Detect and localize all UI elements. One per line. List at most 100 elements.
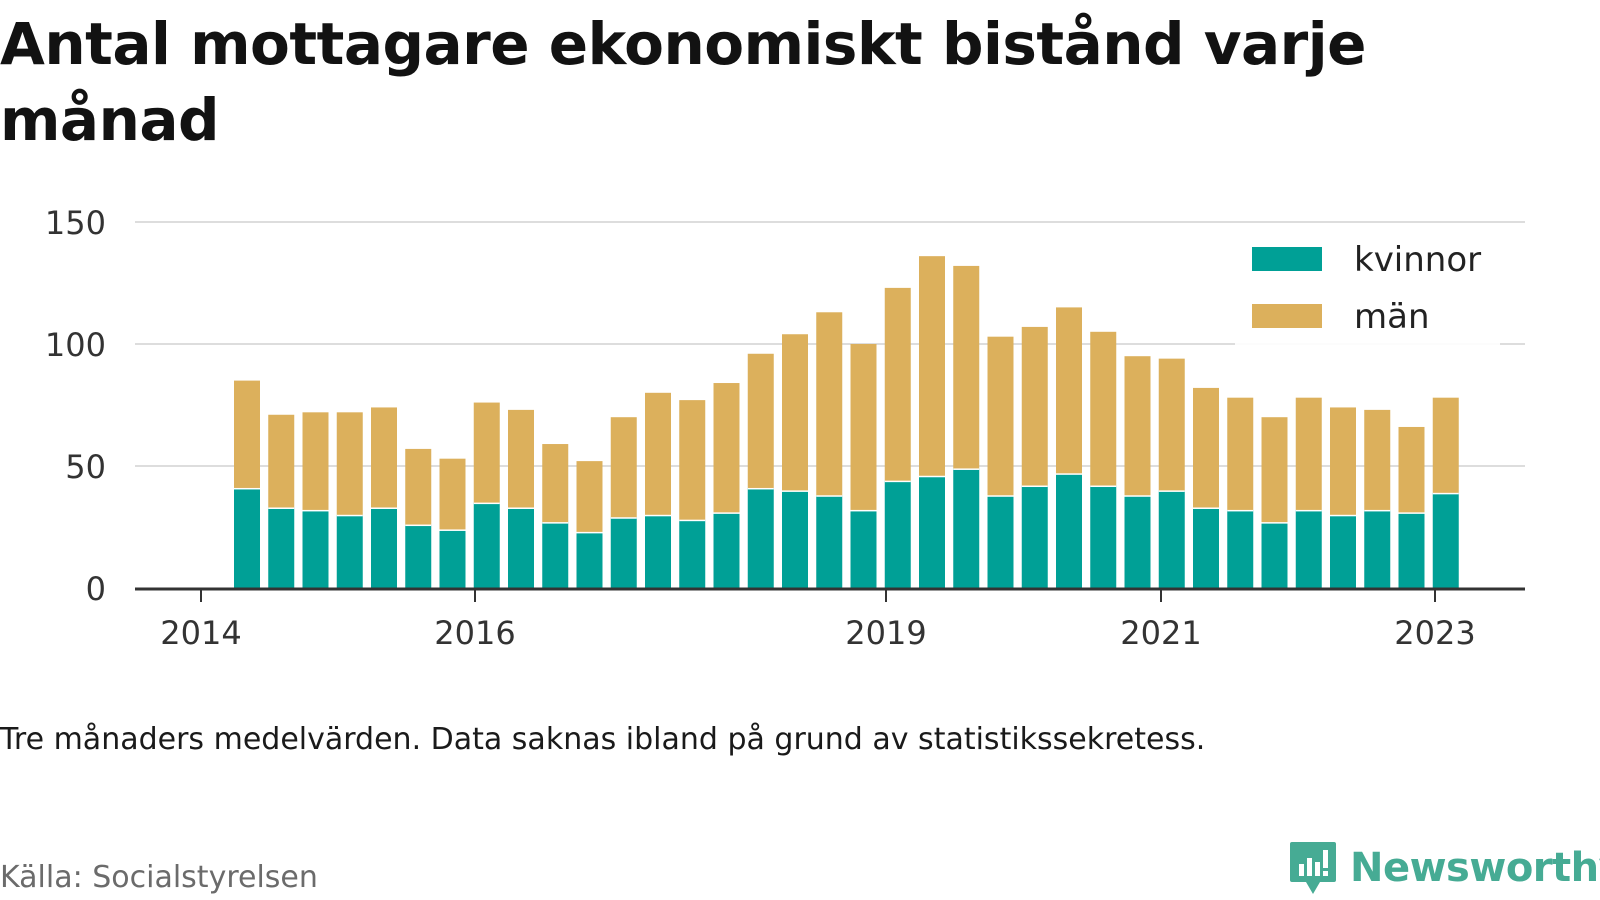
bar-man-22 [987, 336, 1014, 496]
legend-label-man: män [1354, 297, 1430, 337]
newsworthy-logo-icon [1290, 842, 1336, 894]
bar-kvinnor-18 [850, 509, 877, 588]
x-tick-label-2016: 2016 [434, 614, 515, 652]
x-tick-label-2014: 2014 [160, 614, 241, 652]
bar-kvinnor-2 [302, 509, 329, 588]
bar-kvinnor-13 [679, 519, 706, 588]
bar-man-29 [1227, 397, 1254, 510]
bar-kvinnor-9 [542, 522, 569, 588]
bar-man-14 [713, 383, 740, 513]
bar-kvinnor-22 [987, 495, 1014, 588]
bar-man-7 [473, 402, 500, 503]
bar-kvinnor-34 [1398, 512, 1425, 588]
bar-man-34 [1398, 426, 1425, 513]
bar-kvinnor-29 [1227, 509, 1254, 588]
bar-man-3 [336, 412, 363, 515]
bar-man-16 [782, 334, 808, 491]
bar-separator-1 [268, 505, 295, 509]
bar-kvinnor-8 [508, 507, 534, 588]
bar-man-8 [508, 409, 534, 508]
bar-kvinnor-30 [1261, 522, 1288, 588]
bar-separator-31 [1295, 508, 1322, 512]
bar-kvinnor-19 [884, 480, 911, 588]
bar-man-33 [1364, 409, 1391, 510]
bar-separator-19 [884, 479, 911, 483]
bar-kvinnor-3 [336, 514, 363, 588]
bar-kvinnor-7 [473, 502, 500, 588]
legend-swatch-kvinnor [1252, 247, 1322, 271]
bar-kvinnor-20 [919, 475, 945, 588]
bar-man-19 [884, 287, 911, 481]
y-axis-labels: 0 50 100 150 [45, 204, 106, 608]
bar-kvinnor-27 [1158, 490, 1185, 588]
bar-kvinnor-14 [713, 512, 740, 588]
bar-man-13 [679, 400, 706, 520]
y-tick-label-0: 0 [86, 570, 106, 608]
bar-man-18 [850, 344, 877, 510]
bar-separator-18 [850, 508, 877, 512]
bar-man-35 [1432, 397, 1459, 493]
bar-kvinnor-12 [645, 514, 671, 588]
chart-title: Antal mottagare ekonomiskt bistånd varje… [0, 10, 1367, 154]
bar-separator-28 [1193, 505, 1219, 509]
bar-man-11 [610, 417, 637, 518]
bar-man-28 [1193, 387, 1219, 508]
bar-man-1 [268, 414, 295, 508]
x-tick-label-2021: 2021 [1120, 614, 1201, 652]
bar-kvinnor-28 [1193, 507, 1219, 588]
legend: kvinnor män [1235, 228, 1500, 346]
bar-man-0 [234, 380, 260, 488]
y-tick-label-50: 50 [65, 448, 106, 486]
bar-man-26 [1124, 356, 1151, 496]
bar-kvinnor-32 [1330, 514, 1356, 588]
bar-kvinnor-16 [782, 490, 808, 588]
bar-man-6 [439, 458, 466, 530]
x-axis-ticks: 2014 2016 2019 2021 2023 [160, 589, 1476, 652]
bar-kvinnor-17 [816, 495, 843, 588]
bar-kvinnor-11 [610, 517, 637, 588]
bar-kvinnor-31 [1295, 509, 1322, 588]
bar-man-32 [1330, 407, 1356, 515]
bar-man-15 [747, 353, 774, 488]
stacked-bar-chart: 0 50 100 150 2014 2016 2019 2021 2023 kvinnor m… [45, 204, 1525, 652]
bars [234, 256, 1459, 588]
bar-man-20 [919, 256, 945, 476]
bar-man-30 [1261, 417, 1288, 523]
y-tick-label-100: 100 [45, 326, 106, 364]
bar-man-23 [1021, 326, 1048, 486]
bar-man-17 [816, 312, 843, 496]
legend-label-kvinnor: kvinnor [1354, 240, 1481, 280]
bar-man-27 [1158, 358, 1185, 491]
bar-man-25 [1090, 331, 1117, 486]
chart-note: Tre månaders medelvärden. Data saknas ib… [0, 722, 1206, 757]
x-tick-label-2023: 2023 [1394, 614, 1475, 652]
bar-kvinnor-6 [439, 529, 466, 588]
bar-kvinnor-15 [747, 487, 774, 588]
bar-kvinnor-10 [576, 531, 603, 588]
bar-kvinnor-25 [1090, 485, 1117, 588]
legend-swatch-man [1252, 304, 1322, 328]
bar-man-24 [1056, 307, 1082, 474]
bar-kvinnor-1 [268, 507, 295, 588]
newsworthy-logo[interactable]: Newsworthy [1288, 840, 1600, 896]
brand-name: Newsworthy [1350, 845, 1600, 891]
bar-kvinnor-26 [1124, 495, 1151, 588]
bar-man-2 [302, 412, 329, 510]
bar-kvinnor-33 [1364, 509, 1391, 588]
bar-man-9 [542, 444, 569, 523]
y-tick-label-150: 150 [45, 204, 106, 242]
x-tick-label-2019: 2019 [845, 614, 926, 652]
bar-kvinnor-0 [234, 487, 260, 588]
bar-man-12 [645, 392, 671, 515]
bar-kvinnor-21 [953, 468, 980, 588]
source-label: Källa: Socialstyrelsen [0, 860, 318, 895]
bar-man-21 [953, 265, 980, 469]
bar-kvinnor-23 [1021, 485, 1048, 588]
bar-kvinnor-35 [1432, 492, 1459, 588]
bar-man-5 [405, 448, 432, 525]
bar-kvinnor-4 [371, 507, 397, 588]
bar-kvinnor-5 [405, 524, 432, 588]
bar-kvinnor-24 [1056, 473, 1082, 588]
bar-man-4 [371, 407, 397, 508]
bar-man-31 [1295, 397, 1322, 510]
